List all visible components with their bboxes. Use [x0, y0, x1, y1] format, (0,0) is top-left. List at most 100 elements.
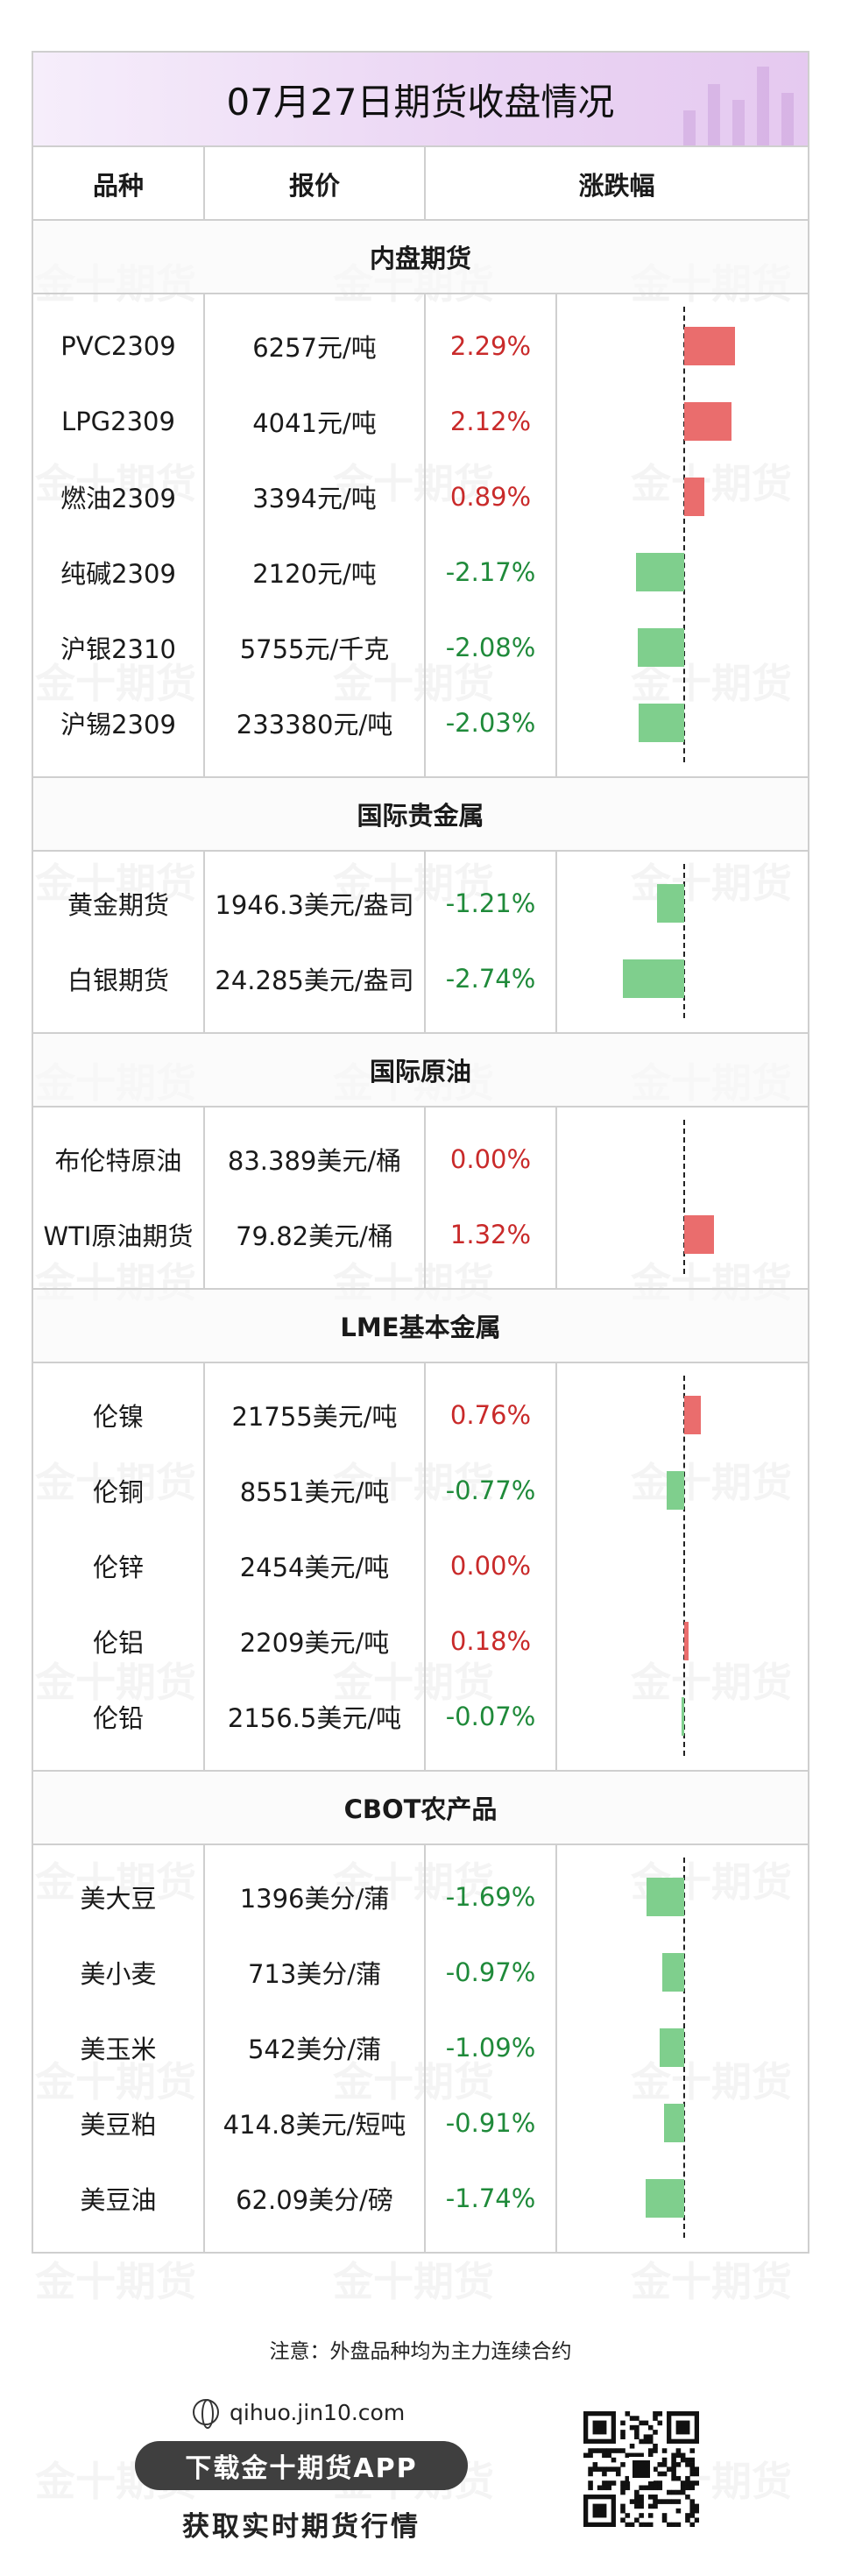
- section-block: 布伦特原油 83.389美元/桶 0.00% WTI原油期货 79.82美元/桶 1.32…: [33, 1108, 808, 1290]
- footer-note: 注意：外盘品种均为主力连续合约: [269, 2340, 572, 2363]
- qr-code-icon: [583, 2411, 699, 2527]
- column-divider: [424, 852, 426, 1032]
- section-title: LME基本金属: [33, 1290, 808, 1363]
- instrument-name: 沪银2310: [60, 634, 176, 664]
- instrument-price: 2156.5美元/吨: [227, 1703, 402, 1733]
- column-divider: [555, 1108, 557, 1288]
- change-percent: -1.69%: [445, 1882, 536, 1912]
- section-block: 伦镍 21755美元/吨 0.76% 伦铜 8551美元/吨 -0.77% 伦锌 2454美元…: [33, 1363, 808, 1772]
- table-row: 伦铜 8551美元/吨 -0.77%: [33, 1453, 808, 1528]
- change-bar-down: [646, 1878, 684, 1916]
- instrument-name: 沪锡2309: [60, 710, 176, 740]
- column-divider: [555, 1845, 557, 2252]
- site-link[interactable]: qihuo.jin10.com: [193, 2399, 406, 2429]
- change-percent: -0.91%: [445, 2108, 536, 2138]
- column-divider: [203, 1363, 205, 1770]
- instrument-name: 伦铅: [92, 1703, 144, 1733]
- change-percent: -0.07%: [445, 1702, 536, 1731]
- change-bar-down: [660, 2028, 684, 2067]
- change-percent: 0.76%: [449, 1400, 532, 1430]
- change-percent: -1.09%: [445, 2033, 536, 2063]
- site-url: qihuo.jin10.com: [230, 2399, 406, 2425]
- download-app-button[interactable]: 下载金十期货APP: [135, 2441, 468, 2490]
- table-row: 白银期货 24.285美元/盎司 -2.74%: [33, 941, 808, 1016]
- table-row: 纯碱2309 2120元/吨 -2.17%: [33, 534, 808, 610]
- instrument-price: 79.82美元/桶: [236, 1221, 393, 1251]
- instrument-price: 5755元/千克: [239, 634, 390, 664]
- change-percent: 0.89%: [449, 482, 532, 512]
- instrument-price: 8551美元/吨: [239, 1477, 390, 1507]
- change-percent: 0.00%: [449, 1551, 532, 1581]
- watermark-text: 金十期货: [333, 2250, 494, 2308]
- change-bar-down: [645, 2179, 684, 2218]
- section-title: 内盘期货: [33, 221, 808, 294]
- change-bar-up: [684, 402, 732, 441]
- tagline: 获取实时期货行情: [182, 2511, 420, 2543]
- column-divider: [203, 852, 205, 1032]
- change-bar-down: [667, 1471, 684, 1510]
- instrument-price: 83.389美元/桶: [227, 1146, 402, 1176]
- zero-line: [683, 1858, 685, 2238]
- change-bar-down: [657, 884, 684, 923]
- zero-line: [683, 864, 685, 1018]
- column-divider: [424, 1363, 426, 1770]
- table-row: PVC2309 6257元/吨 2.29%: [33, 308, 808, 384]
- instrument-name: 白银期货: [67, 966, 169, 995]
- column-divider: [424, 294, 426, 776]
- instrument-name: 美豆油: [80, 2185, 157, 2215]
- change-percent: -1.74%: [445, 2183, 536, 2213]
- change-percent: -0.97%: [445, 1957, 536, 1987]
- instrument-name: WTI原油期货: [43, 1221, 194, 1251]
- change-bar-down: [682, 1697, 684, 1736]
- table-row: WTI原油期货 79.82美元/桶 1.32%: [33, 1197, 808, 1272]
- instrument-price: 24.285美元/盎司: [215, 966, 414, 995]
- instrument-price: 2209美元/吨: [239, 1628, 390, 1658]
- change-bar-down: [662, 1953, 684, 1992]
- table-row: 伦镍 21755美元/吨 0.76%: [33, 1377, 808, 1453]
- section-block: PVC2309 6257元/吨 2.29% LPG2309 4041元/吨 2.12% 燃油…: [33, 294, 808, 778]
- change-bar-down: [639, 704, 684, 742]
- change-percent: -2.17%: [445, 557, 536, 587]
- column-divider: [424, 1108, 426, 1288]
- page-title: 07月27日期货收盘情况: [226, 80, 615, 124]
- instrument-name: 美大豆: [80, 1884, 157, 1914]
- column-divider: [555, 294, 557, 776]
- instrument-price: 6257元/吨: [252, 333, 377, 363]
- change-percent: 0.18%: [449, 1626, 532, 1656]
- table-row: 布伦特原油 83.389美元/桶 0.00%: [33, 1122, 808, 1197]
- zero-line: [683, 307, 685, 762]
- table-row: 沪锡2309 233380元/吨 -2.03%: [33, 685, 808, 761]
- column-divider: [555, 1363, 557, 1770]
- table-row: 美小麦 713美分/蒲 -0.97%: [33, 1935, 808, 2010]
- instrument-name: LPG2309: [61, 407, 175, 436]
- watermark-text: 金十期货: [631, 2250, 792, 2308]
- instrument-name: PVC2309: [60, 331, 176, 361]
- instrument-price: 2454美元/吨: [239, 1553, 390, 1582]
- change-bar-down: [635, 553, 684, 591]
- change-bar-up: [684, 1396, 702, 1434]
- change-percent: -2.74%: [445, 964, 536, 994]
- section-title: CBOT农产品: [33, 1772, 808, 1845]
- table-row: 伦铝 2209美元/吨 0.18%: [33, 1603, 808, 1679]
- instrument-name: 纯碱2309: [60, 559, 176, 589]
- table-row: 伦铅 2156.5美元/吨 -0.07%: [33, 1679, 808, 1754]
- instrument-price: 4041元/吨: [252, 408, 377, 438]
- column-divider: [203, 294, 205, 776]
- column-divider: [424, 147, 426, 219]
- instrument-price: 414.8美元/短吨: [223, 2110, 406, 2140]
- instrument-price: 21755美元/吨: [231, 1402, 398, 1432]
- globe-icon: [193, 2399, 219, 2429]
- table-row: 美豆粕 414.8美元/短吨 -0.91%: [33, 2085, 808, 2161]
- column-divider: [424, 1845, 426, 2252]
- instrument-price: 713美分/蒲: [247, 1959, 382, 1989]
- header-name: 品种: [92, 171, 144, 201]
- instrument-name: 伦铜: [92, 1477, 144, 1507]
- change-bar-down: [663, 2104, 684, 2142]
- instrument-price: 3394元/吨: [252, 484, 377, 513]
- instrument-name: 黄金期货: [67, 890, 169, 920]
- section-block: 黄金期货 1946.3美元/盎司 -1.21% 白银期货 24.285美元/盎司 -2.7…: [33, 852, 808, 1034]
- instrument-price: 2120元/吨: [252, 559, 377, 589]
- section-title: 国际原油: [33, 1034, 808, 1108]
- header-change: 涨跌幅: [578, 171, 655, 201]
- column-divider: [203, 147, 205, 219]
